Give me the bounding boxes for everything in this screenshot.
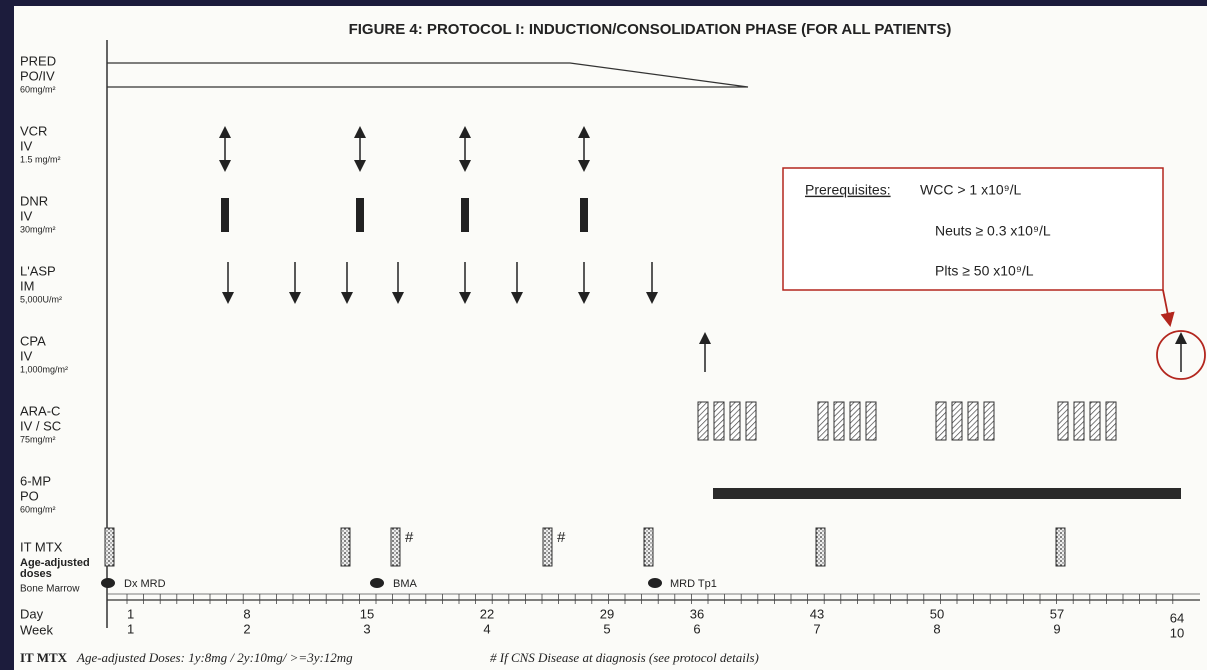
dnr-dose [580,198,588,232]
week-number: 1 [127,621,134,636]
day-number: 8 [243,606,250,621]
arac-dose [729,401,741,441]
bone-marrow-event-label: Dx MRD [124,578,166,590]
drug-detail: IM [20,278,34,293]
day-number: 1 [127,606,134,621]
drug-detail: IV / SC [20,418,61,433]
prerequisite-item: Plts ≥ 50 x10⁹/L [935,263,1034,279]
prerequisites-heading: Prerequisites: [805,182,891,198]
figure-page [14,6,1207,670]
arac-dose [1105,401,1117,441]
drug-name: PRED [20,53,56,68]
arac-dose [865,401,877,441]
itmtx-dose [643,527,654,567]
bone-marrow-event [101,578,115,588]
drug-detail: PO/IV [20,68,55,83]
dnr-dose [356,198,364,232]
day-label: Day [20,606,44,621]
prerequisites-box [782,167,1164,291]
bone-marrow-event [648,578,662,588]
bone-marrow-event-label: MRD Tp1 [670,578,717,590]
drug-detail: 1.5 mg/m² [20,154,61,164]
week-number: 2 [243,621,250,636]
arac-dose [983,401,995,441]
footer-cns-note: # If CNS Disease at diagnosis (see proto… [490,650,759,665]
drug-detail: 5,000U/m² [20,294,62,304]
day-number: 36 [690,606,704,621]
itmtx-dose [542,527,553,567]
drug-detail: 60mg/m² [20,504,56,514]
drug-detail: Age-adjusted [20,557,90,569]
footer-lead: IT MTX [20,650,68,665]
itmtx-dose [104,527,115,567]
drug-detail: 30mg/m² [20,224,56,234]
arac-dose [1089,401,1101,441]
week-number: 3 [363,621,370,636]
day-number: 50 [930,606,944,621]
footer-doses: Age-adjusted Doses: 1y:8mg / 2y:10mg/ >=… [76,650,353,665]
dnr-dose [461,198,469,232]
day-number: 22 [480,606,494,621]
prerequisite-item: WCC > 1 x10⁹/L [920,182,1022,198]
week-number: 4 [483,621,490,636]
arac-dose [849,401,861,441]
bone-marrow-event-label: BMA [393,578,418,590]
drug-detail: IV [20,208,33,223]
drug-name: ARA-C [20,403,60,418]
arac-dose [833,401,845,441]
bone-marrow-label: Bone Marrow [20,584,80,595]
pred-course [107,62,749,88]
prerequisite-item: Neuts ≥ 0.3 x10⁹/L [935,223,1051,239]
drug-detail: IV [20,138,33,153]
drug-detail: doses [20,568,52,580]
day-number: 29 [600,606,614,621]
drug-name: VCR [20,123,47,138]
drug-detail: 60mg/m² [20,84,56,94]
drug-detail: PO [20,488,39,503]
arac-dose [745,401,757,441]
arac-dose [817,401,829,441]
week-number: 8 [933,621,940,636]
week-label: Week [20,622,53,637]
day-number: 43 [810,606,824,621]
dnr-dose [221,198,229,232]
week-number: 7 [813,621,820,636]
drug-detail: 1,000mg/m² [20,364,68,374]
bone-marrow-event [370,578,384,588]
drug-name: DNR [20,193,48,208]
drug-detail: 75mg/m² [20,434,56,444]
mp6-course [713,488,1181,499]
week-number: 5 [603,621,610,636]
drug-name: L'ASP [20,263,56,278]
prerequisites-pointer [1160,289,1175,328]
drug-detail: IV [20,348,33,363]
week-number: 6 [693,621,700,636]
itmtx-dose [815,527,826,567]
itmtx-dose [340,527,351,567]
arac-dose [697,401,709,441]
arac-dose [967,401,979,441]
arac-dose [1073,401,1085,441]
drug-name: IT MTX [20,539,63,554]
itmtx-dose [390,527,401,567]
cns-marker: # [405,529,414,546]
arac-dose [951,401,963,441]
day-number: 64 [1170,610,1184,625]
cns-marker: # [557,529,566,546]
arac-dose [713,401,725,441]
week-number: 9 [1053,621,1060,636]
week-number: 10 [1170,625,1184,640]
itmtx-dose [1055,527,1066,567]
drug-name: CPA [20,333,46,348]
day-number: 57 [1050,606,1064,621]
arac-dose [1057,401,1069,441]
arac-dose [935,401,947,441]
day-number: 15 [360,606,374,621]
figure-title: FIGURE 4: PROTOCOL I: INDUCTION/CONSOLID… [349,21,952,38]
drug-name: 6-MP [20,473,51,488]
cpa-highlight [1156,330,1206,380]
